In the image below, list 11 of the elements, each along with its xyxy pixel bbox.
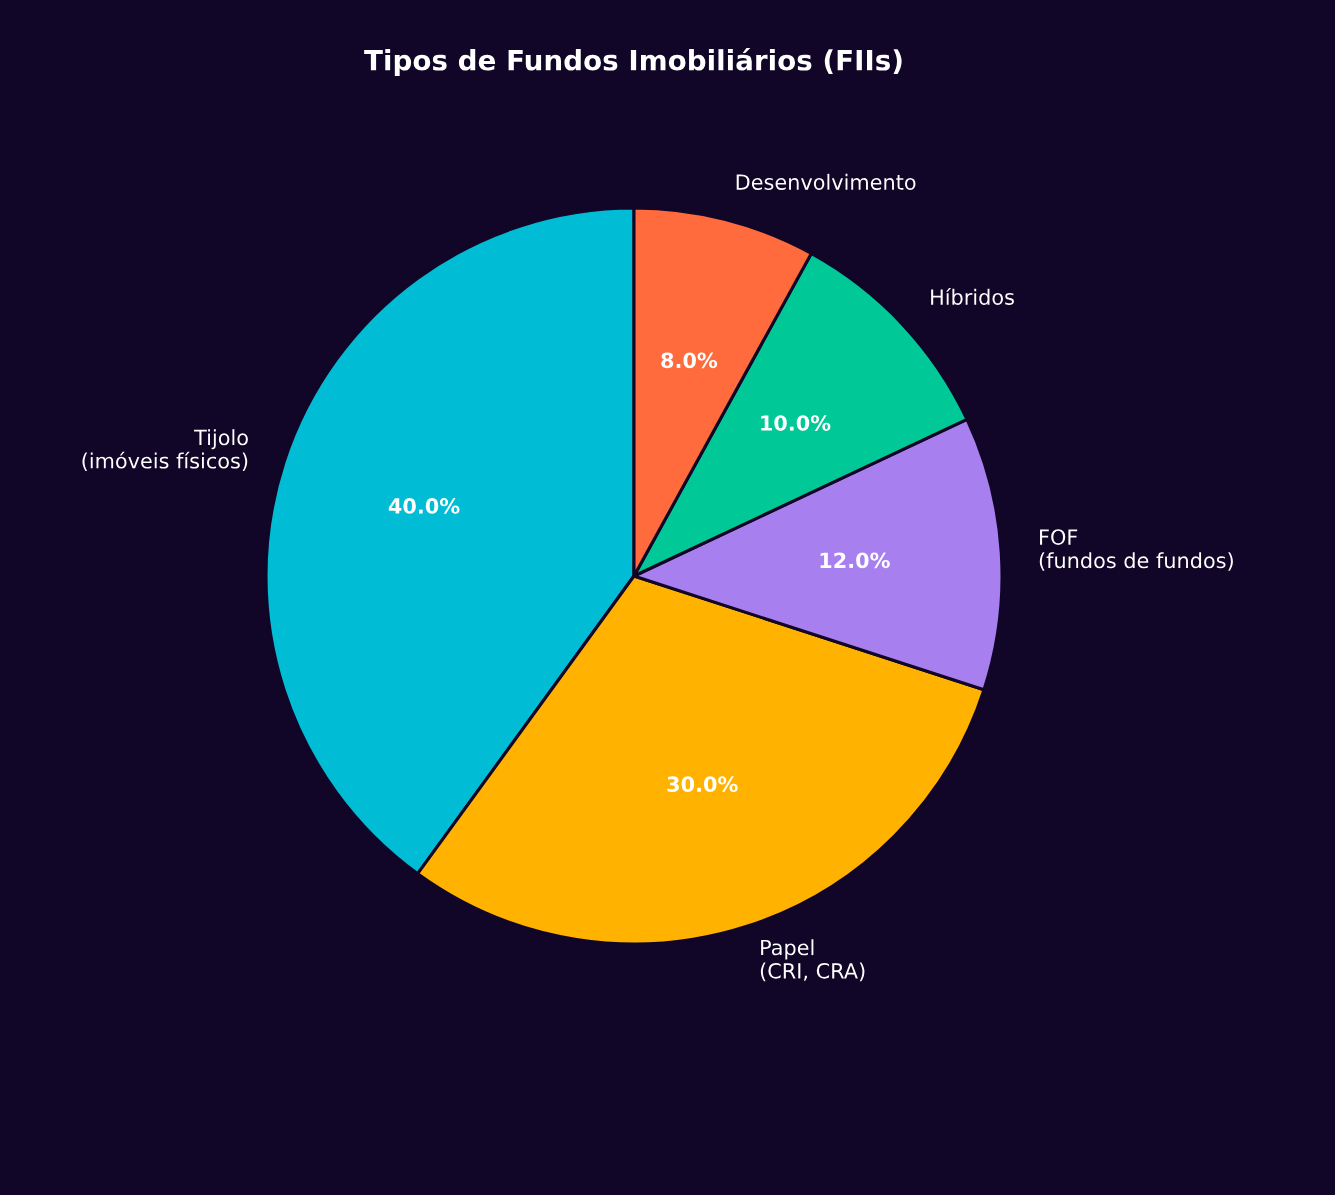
slice-label: Papel (CRI, CRA) — [760, 939, 865, 982]
slice-label: FOF (fundos de fundos) — [1039, 529, 1233, 571]
chart-title: Tipos de Fundos Imobiliários (FIIs) — [364, 48, 902, 76]
data-label: 10.0% — [761, 415, 831, 431]
data-label: 8.0% — [661, 352, 718, 369]
data-label: 12.0% — [820, 552, 890, 569]
slice-label: Desenvolvimento — [736, 173, 916, 190]
data-label: 40.0% — [388, 498, 460, 514]
data-label: 30.0% — [667, 776, 738, 793]
slice-label: Tijolo (imóveis físicos) — [82, 429, 248, 472]
slice-label: Híbridos — [931, 287, 1014, 305]
